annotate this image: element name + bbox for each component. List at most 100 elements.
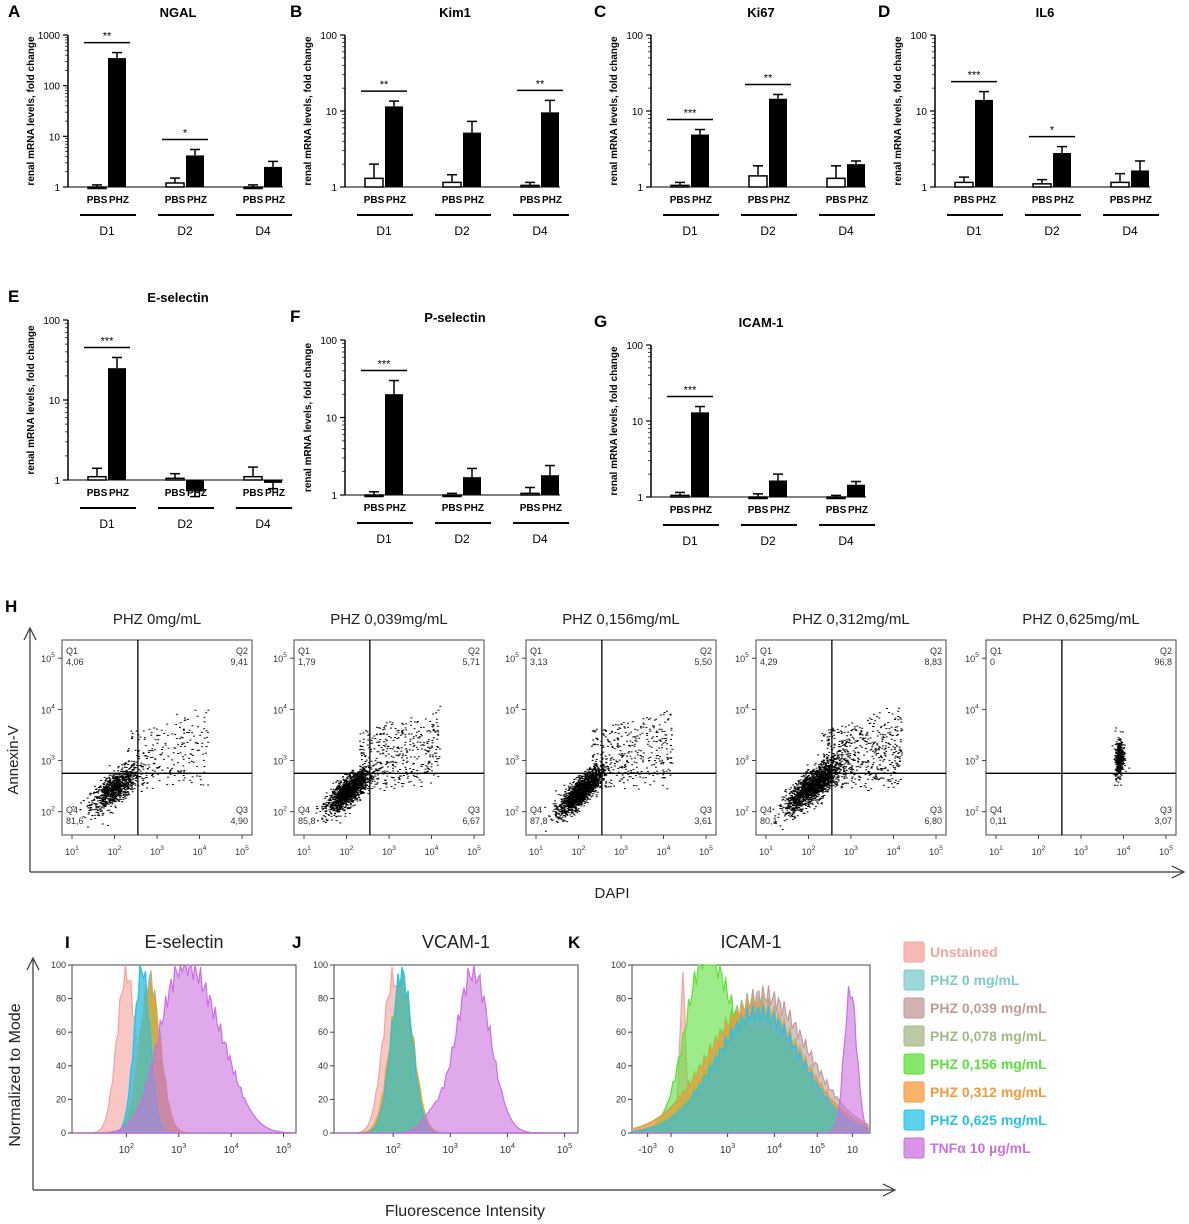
x-tick-label-exp: 1 [539, 845, 543, 852]
x-tick-label-base: 10 [802, 847, 812, 857]
series-label-pbs: PBS [670, 195, 691, 206]
x-tick-label: 10 [847, 1145, 859, 1156]
quadrant-label: Q4 [990, 805, 1002, 815]
x-tick-label-exp: 2 [582, 845, 586, 852]
y-tick-label: 1000 [38, 31, 61, 42]
series-label-phz: PHZ [692, 195, 712, 206]
x-tick-label-base: 10 [699, 847, 709, 857]
y-tick-label-base: 10 [735, 654, 745, 664]
x-tick-label-exp: 5 [709, 845, 713, 852]
x-tick-label: 104 [1117, 845, 1131, 857]
panel-letter: B [290, 2, 302, 21]
y-tick-label: 80 [616, 994, 626, 1004]
bar-pbs [748, 175, 768, 188]
x-tick-label: 103 [614, 845, 628, 857]
x-tick-label-exp: 2 [130, 1141, 134, 1150]
bar-pbs [826, 496, 846, 500]
y-tick-label-exp: 3 [283, 755, 287, 762]
plot-frame [755, 639, 947, 836]
group-label: D2 [177, 517, 193, 531]
bar-phz [264, 166, 282, 187]
plot-frame [985, 639, 1177, 836]
quadrant-label: Q1 [298, 646, 310, 656]
event-dots [772, 707, 904, 830]
bar-phz [691, 134, 709, 187]
bar-pbs [670, 494, 690, 498]
series-label-pbs: PBS [165, 488, 186, 499]
x-tick-label: -103 [638, 1141, 657, 1156]
legend-swatch [903, 969, 925, 991]
panel-letter: G [594, 312, 607, 331]
legend-swatch [903, 941, 925, 963]
x-tick-label-base: 10 [720, 1145, 732, 1156]
x-tick-label-base: 10 [844, 847, 854, 857]
quadrant-value: 0 [990, 657, 995, 667]
histogram-7 [336, 964, 576, 1134]
group-label: D1 [376, 224, 392, 238]
y-tick-label: 20 [616, 1094, 626, 1104]
bar-phz [186, 480, 204, 492]
x-tick-label: 103 [844, 845, 858, 857]
bar-phz [186, 155, 204, 187]
quadrant-value: 3,61 [694, 816, 712, 826]
x-tick-label-exp: 3 [854, 845, 858, 852]
x-tick-label: 105 [1159, 845, 1173, 857]
x-tick-label-exp: 3 [182, 1141, 186, 1150]
x-tick-label-base: 10 [759, 847, 769, 857]
significance-stars: *** [101, 335, 115, 347]
y-tick-label: 104 [965, 703, 979, 715]
significance-stars: * [1050, 125, 1055, 137]
x-tick-label: 105 [467, 845, 481, 857]
x-tick-label-exp: 3 [1084, 845, 1088, 852]
legend-label: TNFα 10 µg/mL [930, 1140, 1031, 1156]
bar-phz [769, 480, 787, 497]
bar-phz [541, 475, 559, 495]
quadrant-value: 80,1 [760, 816, 778, 826]
group-label: D1 [99, 224, 115, 238]
quadrant-label: Q3 [930, 805, 942, 815]
bar-pbs [442, 181, 462, 188]
x-tick-label-base: 10 [443, 1145, 455, 1156]
bar-phz [385, 394, 403, 495]
series-label-pbs: PBS [748, 195, 769, 206]
x-tick-label-exp: 5 [568, 1141, 572, 1150]
x-tick-label-base: 10 [1074, 847, 1084, 857]
quadrant-label: Q2 [700, 646, 712, 656]
x-tick-label: 101 [65, 845, 79, 857]
y-axis-label: renal mRNA levels, fold change [609, 346, 620, 496]
bar-pbs [87, 186, 107, 190]
y-tick-label: 100 [626, 341, 643, 352]
x-tick-label-exp: 5 [287, 1141, 291, 1150]
series-label-phz: PHZ [386, 503, 406, 514]
group-label: D2 [177, 224, 193, 238]
x-tick-label-base: 10 [171, 1145, 183, 1156]
scatter-title: PHZ 0,625mg/mL [1022, 611, 1140, 628]
y-tick-label: 0 [61, 1128, 66, 1138]
series-label-pbs: PBS [87, 195, 108, 206]
x-tick-label-base: 10 [767, 1145, 779, 1156]
y-tick-label: 10 [49, 132, 61, 143]
y-tick-label: 105 [41, 652, 55, 664]
y-tick-label: 1 [54, 476, 60, 487]
quadrant-label: Q1 [760, 646, 772, 656]
y-tick-label: 1 [921, 183, 927, 194]
event-dots [72, 709, 210, 828]
y-tick-label-exp: 4 [975, 703, 979, 710]
series-label-pbs: PBS [442, 503, 463, 514]
x-tick-label-base: -10 [638, 1145, 653, 1156]
x-tick-label-exp: 5 [245, 845, 249, 852]
x-tick-label: 102 [340, 845, 354, 857]
group-label: D4 [532, 224, 548, 238]
group-label: D2 [454, 224, 470, 238]
quadrant-value: 87,8 [530, 816, 548, 826]
panel-letter: K [568, 933, 581, 952]
x-tick-label-base: 10 [382, 847, 392, 857]
group-label: D1 [682, 534, 698, 548]
y-tick-label: 80 [318, 994, 328, 1004]
y-tick-label: 102 [41, 806, 55, 818]
y-tick-label-base: 10 [735, 705, 745, 715]
series-label-pbs: PBS [364, 195, 385, 206]
